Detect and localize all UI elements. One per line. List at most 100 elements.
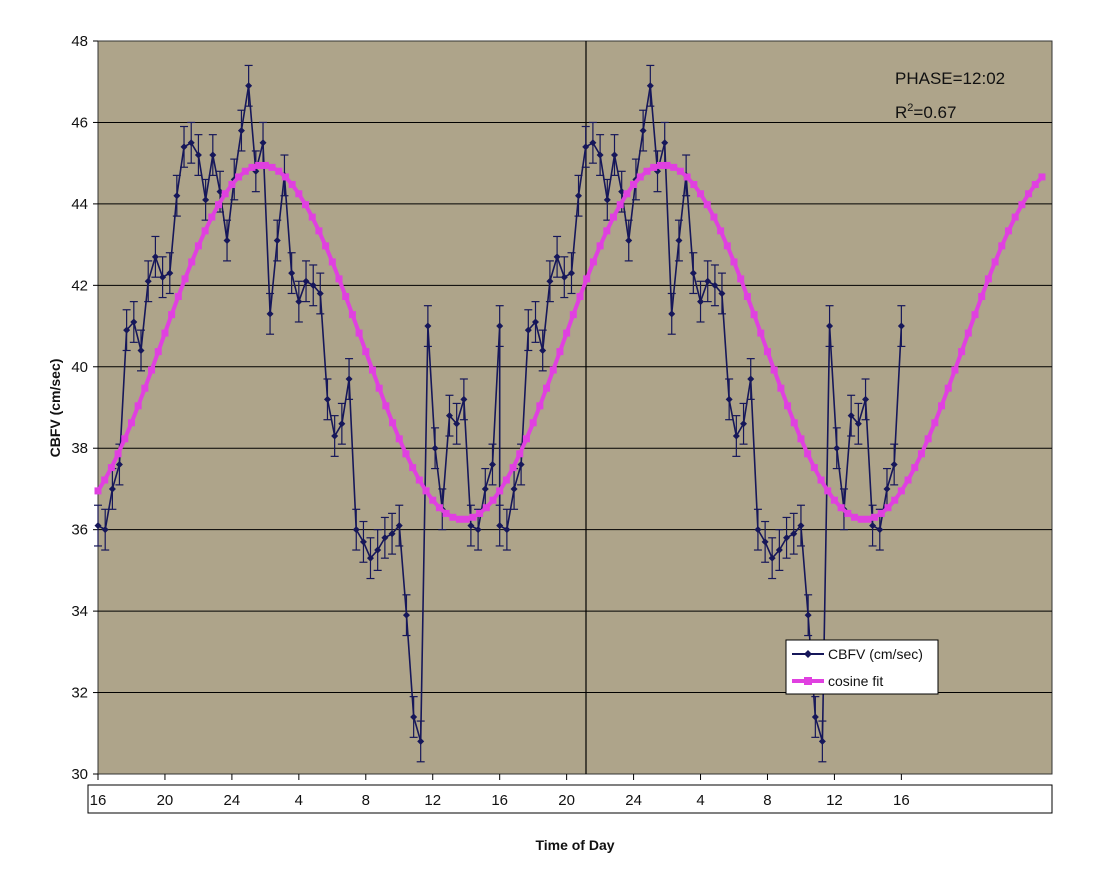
cbfv-point	[424, 322, 432, 330]
y-tick-label: 38	[71, 440, 88, 457]
cbfv-point	[173, 192, 181, 200]
cosine-fit-point	[623, 190, 631, 198]
cosine-fit-point	[449, 513, 457, 521]
cosine-fit-point	[154, 348, 162, 356]
cosine-fit-point	[456, 515, 464, 523]
cosine-fit-point	[469, 513, 477, 521]
x-axis-label-box	[87, 784, 1053, 814]
cosine-fit-point	[804, 450, 812, 458]
cbfv-point	[689, 269, 697, 277]
y-tick-label: 34	[71, 603, 88, 620]
legend-cosine-label: cosine fit	[828, 673, 883, 689]
cbfv-point	[826, 322, 834, 330]
cosine-fit-point	[998, 242, 1006, 250]
cbfv-point	[625, 237, 633, 245]
cosine-fit-point	[355, 329, 363, 337]
cbfv-point	[517, 461, 525, 469]
legend: CBFV (cm/sec) cosine fit	[785, 639, 939, 695]
x-tick-label: 16	[90, 792, 107, 809]
cosine-fit-point	[844, 509, 852, 517]
cosine-fit-point	[690, 181, 698, 189]
cosine-fit-point	[228, 181, 236, 189]
cosine-fit-point	[857, 515, 865, 523]
cosine-fit-point	[924, 435, 932, 443]
cosine-fit-point	[784, 402, 792, 410]
cbfv-point	[295, 298, 303, 306]
cosine-fit-point	[1011, 213, 1019, 221]
cosine-fit-point	[496, 487, 504, 495]
cbfv-point	[166, 269, 174, 277]
x-tick-label: 20	[157, 792, 174, 809]
cbfv-point	[869, 522, 877, 530]
cbfv-point	[775, 546, 783, 554]
cbfv-point	[747, 375, 755, 383]
cbfv-point	[725, 395, 733, 403]
cosine-fit-point	[255, 161, 263, 169]
cosine-fit-point	[723, 242, 731, 250]
x-tick-label: 12	[424, 792, 441, 809]
cbfv-point	[890, 461, 898, 469]
cosine-fit-point	[322, 242, 330, 250]
cosine-fit-point	[141, 384, 149, 392]
cosine-fit-point	[168, 311, 176, 319]
cosine-fit-point	[435, 504, 443, 512]
cosine-fit-point	[489, 496, 497, 504]
cbfv-point	[711, 281, 719, 289]
cbfv-line	[97, 85, 903, 742]
y-axis-ticks: 30 32 34 36 38 40 42 44 46 48	[71, 33, 98, 783]
cosine-fit-point	[208, 213, 216, 221]
cosine-fit-point	[730, 258, 738, 266]
cbfv-point	[589, 139, 597, 147]
cbfv-point	[194, 151, 202, 159]
cosine-fit-point	[268, 163, 276, 171]
cosine-fit-point	[556, 348, 564, 356]
cosine-fit-point	[911, 464, 919, 472]
r-squared-annotation: R2=0.67	[895, 102, 956, 122]
cbfv-point	[374, 546, 382, 554]
cosine-fit-point	[1038, 173, 1046, 181]
x-tick-label: 20	[558, 792, 575, 809]
cbfv-point	[496, 322, 504, 330]
cosine-fit-point	[1018, 201, 1026, 209]
x-axis-ticks: 16 20 24 4 8 12 16 20 24 4 8 12 16	[90, 774, 910, 809]
cbfv-point	[567, 269, 575, 277]
cbfv-point	[445, 412, 453, 420]
cosine-fit-point	[148, 366, 156, 374]
cosine-fit-point	[241, 167, 249, 175]
y-tick-label: 30	[71, 766, 88, 783]
cosine-fit-point	[415, 476, 423, 484]
cosine-fit-point	[797, 435, 805, 443]
cosine-fit-point	[389, 419, 397, 427]
series-cosine-fit	[94, 161, 1046, 523]
cbfv-point	[804, 611, 812, 619]
cosine-fit-point	[302, 201, 310, 209]
cosine-fit-point	[261, 161, 269, 169]
cbfv-point	[266, 310, 274, 318]
cbfv-point	[467, 522, 475, 530]
cbfv-point	[352, 526, 360, 534]
cbfv-point	[187, 139, 195, 147]
cosine-fit-point	[810, 464, 818, 472]
cbfv-point	[410, 713, 418, 721]
cbfv-point	[209, 151, 217, 159]
cbfv-point	[811, 713, 819, 721]
cosine-fit-point	[476, 509, 484, 517]
cosine-fit-point	[670, 163, 678, 171]
cosine-fit-point	[308, 213, 316, 221]
cosine-fit-point	[121, 435, 129, 443]
cosine-fit-point	[650, 163, 658, 171]
legend-cosine-marker	[804, 677, 812, 685]
cosine-fit-point	[509, 464, 517, 472]
cosine-fit-point	[536, 402, 544, 410]
cosine-fit-point	[884, 504, 892, 512]
cosine-fit-point	[984, 275, 992, 283]
cosine-fit-point	[630, 181, 638, 189]
cbfv-point	[675, 237, 683, 245]
cosine-fit-point	[676, 167, 684, 175]
cbfv-point	[245, 82, 253, 90]
cbfv-point	[503, 526, 511, 534]
cbfv-point	[546, 277, 554, 285]
cbfv-point	[115, 461, 123, 469]
x-tick-label: 12	[826, 792, 843, 809]
cbfv-point	[697, 298, 705, 306]
